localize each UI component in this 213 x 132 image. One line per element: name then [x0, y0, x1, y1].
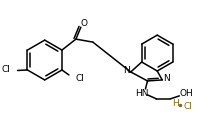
Text: N: N: [123, 67, 130, 76]
Text: H: H: [172, 99, 178, 108]
Text: HN: HN: [135, 89, 148, 98]
Text: O: O: [80, 19, 87, 28]
Text: Cl: Cl: [76, 74, 85, 83]
Text: Cl: Cl: [184, 102, 193, 111]
Text: Cl: Cl: [2, 65, 10, 74]
Text: N: N: [163, 74, 170, 83]
Text: OH: OH: [179, 89, 193, 98]
